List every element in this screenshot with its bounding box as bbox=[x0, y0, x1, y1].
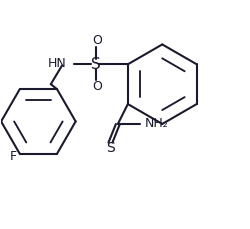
Text: NH₂: NH₂ bbox=[145, 117, 169, 131]
Text: S: S bbox=[106, 141, 115, 155]
Text: O: O bbox=[92, 80, 102, 93]
Text: S: S bbox=[91, 57, 101, 72]
Text: O: O bbox=[92, 34, 102, 47]
Text: F: F bbox=[10, 150, 17, 163]
Text: HN: HN bbox=[48, 57, 67, 70]
